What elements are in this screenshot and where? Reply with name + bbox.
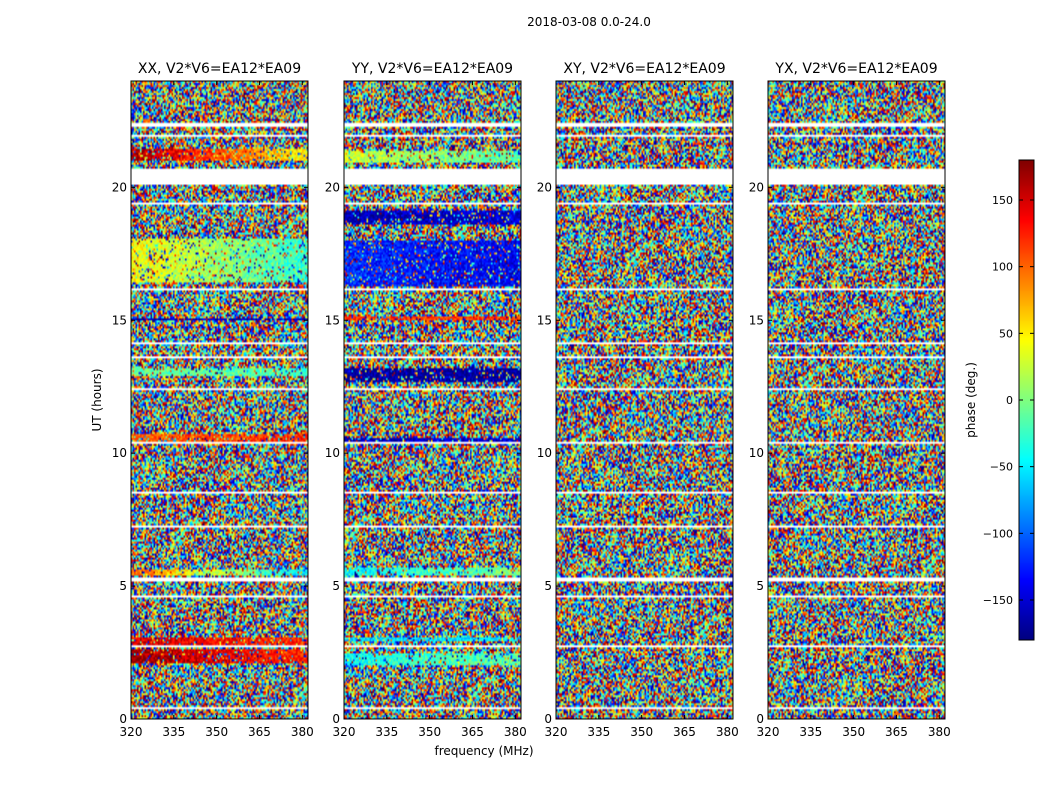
x-tick-label: 320 [120,725,143,739]
colorbar-tick-label: 100 [992,261,1013,274]
y-tick-label: 20 [112,180,127,194]
x-tick-label: 380 [716,725,739,739]
panel-yy: YY, V2*V6=EA12*EA09 320 335 350 365 380 0 5 10 15… [325,61,527,739]
x-tick-label: 365 [673,725,696,739]
x-axis-label: frequency (MHz) [434,744,533,758]
x-tick-label: 380 [928,725,951,739]
panel-xx: XX, V2*V6=EA12*EA09 320 335 350 365 380 0 5 10 15… [112,61,314,739]
colorbar-label: phase (deg.) [964,362,978,438]
x-tick-label: 350 [842,725,865,739]
panel-xy: XY, V2*V6=EA12*EA09 320 335 350 365 380 0 5 10 15… [537,61,739,739]
y-tick-label: 10 [749,446,764,460]
x-tick-label: 350 [418,725,441,739]
y-tick-label: 0 [119,712,127,726]
colorbar-tick-label: 150 [992,194,1013,207]
panel-title: YY, V2*V6=EA12*EA09 [351,61,513,77]
y-tick-label: 10 [112,446,127,460]
y-tick-label: 20 [749,180,764,194]
colorbar-gradient [1019,160,1034,640]
panel-title: YX, V2*V6=EA12*EA09 [774,61,937,77]
colorbar-tick-label: −150 [983,594,1013,607]
x-tick-label: 320 [545,725,568,739]
x-tick-label: 365 [248,725,271,739]
x-tick-label: 380 [291,725,314,739]
x-tick-label: 365 [885,725,908,739]
panel-title: XY, V2*V6=EA12*EA09 [563,61,725,77]
panel-yx: YX, V2*V6=EA12*EA09 320 335 350 365 380 0 5 10 15… [749,61,951,739]
y-tick-label: 15 [112,313,127,327]
y-tick-label: 0 [756,712,764,726]
x-tick-label: 320 [333,725,356,739]
x-tick-label: 365 [461,725,484,739]
x-tick-label: 350 [205,725,228,739]
colorbar-tick-label: −50 [990,461,1013,474]
phase-image [344,81,521,719]
x-tick-label: 335 [587,725,610,739]
x-tick-label: 380 [504,725,527,739]
panel-frame [555,80,734,720]
y-tick-label: 10 [325,446,340,460]
x-tick-label: 335 [799,725,822,739]
y-tick-label: 20 [537,180,552,194]
y-tick-label: 15 [325,313,340,327]
y-tick-label: 15 [537,313,552,327]
y-tick-label: 0 [544,712,552,726]
figure-suptitle: 2018-03-08 0.0-24.0 [527,15,651,29]
panels: XX, V2*V6=EA12*EA09 320 335 350 365 380 0 5 10 15… [112,61,951,739]
colorbar-tick-label: −100 [983,527,1013,540]
x-tick-label: 350 [630,725,653,739]
panel-frame [130,80,309,720]
colorbar-tick-label: 0 [1006,394,1013,407]
x-tick-label: 335 [162,725,185,739]
y-tick-label: 5 [756,579,764,593]
x-tick-label: 320 [757,725,780,739]
x-tick-label: 335 [375,725,398,739]
phase-image [556,81,733,719]
y-tick-label: 20 [325,180,340,194]
panel-frame [343,80,522,720]
colorbar: 150 100 50 0 −50 −100 −150 [983,159,1035,641]
panel-title: XX, V2*V6=EA12*EA09 [138,61,301,77]
y-tick-label: 5 [544,579,552,593]
y-tick-label: 5 [332,579,340,593]
colorbar-tick-label: 50 [999,327,1013,340]
y-tick-label: 10 [537,446,552,460]
y-axis-label: UT (hours) [90,368,104,431]
phase-image [768,81,945,719]
phase-image [131,81,308,719]
panel-frame [767,80,946,720]
y-tick-label: 5 [119,579,127,593]
y-tick-label: 15 [749,313,764,327]
y-tick-label: 0 [332,712,340,726]
